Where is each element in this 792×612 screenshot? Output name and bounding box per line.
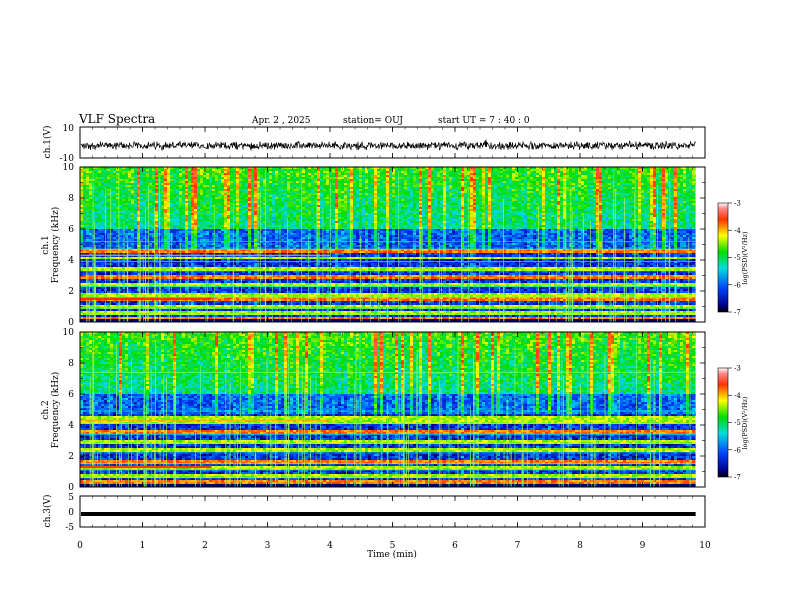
ch1-colorbar-tick-label: -3	[734, 200, 741, 208]
x-tick-label: 8	[577, 541, 583, 551]
ch2-spectrogram-ylabel-line2: Frequency (kHz)	[50, 372, 61, 449]
ch3-ytick-mid: 0	[68, 508, 74, 518]
ch1-ytick-top: 10	[63, 124, 75, 134]
ch2-spectrogram-ytick-label: 2	[68, 452, 74, 462]
ch2-spectrogram-ytick-label: 0	[68, 483, 74, 493]
ch1-spectrogram-heatmap	[80, 167, 705, 322]
waveform-line	[80, 139, 696, 151]
ch3-waveform-panel: 5 0 -5 ch.3(V)	[42, 493, 706, 533]
ch2-colorbar-tick-label: -5	[734, 419, 741, 427]
ch1-colorbar-label: log(PSD)(V²/Hz)	[741, 231, 749, 284]
ch2-spectrogram-heatmap	[80, 332, 705, 487]
ch1-spectrogram-ytick-label: 6	[68, 225, 74, 235]
x-tick-label: 6	[452, 541, 458, 551]
ch2-spectrogram-ylabel-line1: ch.2	[41, 400, 51, 419]
x-tick-label: 7	[515, 541, 521, 551]
ch2-colorbar-tick-label: -7	[734, 474, 741, 482]
ch1-colorbar-gradient	[717, 202, 729, 313]
x-tick-label: 1	[140, 541, 146, 551]
x-tick-label: 10	[699, 541, 711, 551]
ch1-colorbar-tick-label: -7	[734, 309, 741, 317]
ch2-spectrogram-ytick-label: 6	[68, 390, 74, 400]
ch2-colorbar-tick-label: -6	[734, 446, 741, 454]
ch1-spectrogram-ytick-label: 2	[68, 287, 74, 297]
ch2-colorbar-gradient	[717, 367, 729, 478]
date-label: Apr. 2 , 2025	[251, 116, 311, 126]
ch2-spectrogram-ytick-label: 8	[68, 359, 74, 369]
station-label: station= OUJ	[343, 116, 403, 126]
ch2-colorbar: -3 -4 -5 -6 -7 log(PSD)(V²/Hz)	[717, 365, 749, 482]
ch2-spectrogram-ytick-label: 4	[68, 421, 74, 431]
ch3-ytick-top: 5	[68, 493, 74, 503]
ch1-colorbar-tick-label: -6	[734, 281, 741, 289]
ch1-spectrogram-ytick-label: 0	[68, 318, 74, 328]
ch2-spectrogram-ytick-label: 10	[63, 328, 75, 338]
ch1-spectrogram-ytick-label: 8	[68, 194, 74, 204]
x-tick-label: 5	[390, 541, 396, 551]
ch1-ytick-bottom: -10	[60, 154, 75, 164]
figure-title: VLF Spectra	[78, 112, 155, 126]
ch3-waveform-ylabel: ch.3(V)	[42, 495, 53, 528]
ch2-colorbar-tick-label: -3	[734, 365, 741, 373]
ch1-colorbar-tick-label: -5	[734, 254, 741, 262]
ch1-spectrogram-panel: 0 2 4 6 8 10 ch.1 Frequency (kHz)	[41, 163, 706, 328]
ch2-spectrogram-panel: 0 2 4 6 8 10 ch.2 Frequency (kHz)	[41, 328, 706, 493]
ch1-spectrogram-ytick-label: 4	[68, 256, 74, 266]
ch2-colorbar-tick-label: -4	[734, 392, 741, 400]
ch1-waveform-ylabel: ch.1(V)	[42, 126, 53, 159]
x-tick-label: 2	[202, 541, 208, 551]
ch1-spectrogram-ytick-label: 10	[63, 163, 75, 173]
x-tick-label: 3	[265, 541, 271, 551]
ch1-waveform-trace	[80, 139, 696, 151]
ch1-waveform-panel: 10 -10 ch.1(V)	[42, 124, 706, 164]
x-tick-label: 0	[77, 541, 83, 551]
ch1-spectrogram-ylabel-line1: ch.1	[41, 235, 51, 254]
ch1-spectrogram-ylabel-line2: Frequency (kHz)	[50, 207, 61, 284]
start-ut-label: start UT = 7 : 40 : 0	[438, 116, 530, 126]
ch1-colorbar-tick-label: -4	[734, 227, 741, 235]
ch3-ytick-bottom: -5	[65, 523, 74, 533]
ch1-colorbar: -3 -4 -5 -6 -7 log(PSD)(V²/Hz)	[717, 200, 749, 317]
x-axis-label: Time (min)	[367, 549, 417, 560]
x-tick-label: 9	[640, 541, 646, 551]
x-tick-label: 4	[327, 541, 333, 551]
ch2-colorbar-label: log(PSD)(V²/Hz)	[741, 396, 749, 449]
